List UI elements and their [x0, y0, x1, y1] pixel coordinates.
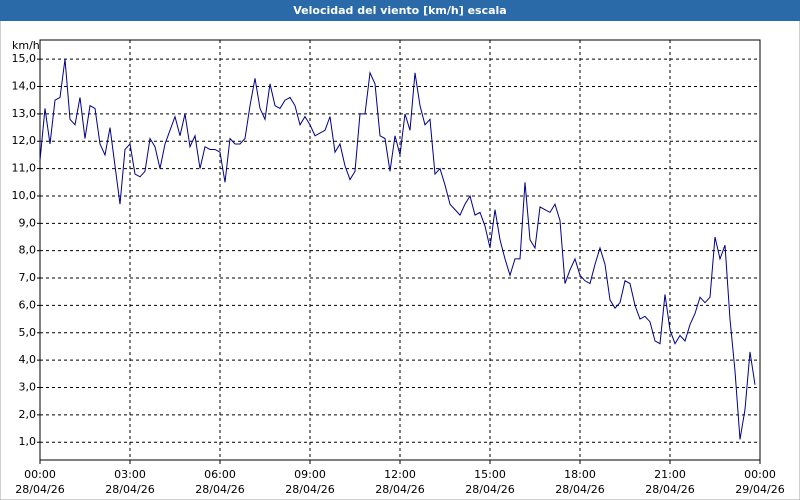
x-tick-date: 28/04/26 [195, 483, 244, 496]
x-tick-label: 00:00 [24, 468, 56, 481]
y-tick-label: 8,0 [19, 244, 37, 257]
x-tick-date: 28/04/26 [105, 483, 154, 496]
x-tick-date: 28/04/26 [375, 483, 424, 496]
x-tick-date: 28/04/26 [555, 483, 604, 496]
x-tick-date: 28/04/26 [15, 483, 64, 496]
y-tick-label: 1,0 [19, 435, 37, 448]
x-tick-label: 21:00 [654, 468, 686, 481]
y-tick-label: 13,0 [12, 107, 37, 120]
x-tick-label: 09:00 [294, 468, 326, 481]
x-tick-label: 03:00 [114, 468, 146, 481]
x-tick-label: 18:00 [564, 468, 596, 481]
x-tick-label: 06:00 [204, 468, 236, 481]
y-tick-label: 5,0 [19, 326, 37, 339]
x-tick-date: 28/04/26 [285, 483, 334, 496]
line-series [39, 59, 756, 440]
title-bar [0, 0, 800, 21]
y-tick-label: 11,0 [12, 162, 37, 175]
y-tick-label: 10,0 [12, 189, 37, 202]
x-tick-label: 00:00 [744, 468, 776, 481]
y-tick-label: 6,0 [19, 298, 37, 311]
x-tick-date: 28/04/26 [645, 483, 694, 496]
x-tick-label: 12:00 [384, 468, 416, 481]
y-tick-label: 14,0 [12, 80, 37, 93]
y-tick-label: 12,0 [12, 134, 37, 147]
y-tick-label: 2,0 [19, 408, 37, 421]
y-tick-label: 3,0 [19, 380, 37, 393]
y-tick-label: 15,0 [12, 52, 37, 65]
y-tick-label: 9,0 [19, 216, 37, 229]
chart-title: Velocidad del viento [km/h] escala [293, 4, 506, 17]
x-tick-label: 15:00 [474, 468, 506, 481]
y-tick-label: 4,0 [19, 353, 37, 366]
y-unit: km/h [12, 39, 40, 52]
y-tick-label: 7,0 [19, 271, 37, 284]
x-tick-date: 28/04/26 [465, 483, 514, 496]
x-tick-date: 29/04/26 [735, 483, 784, 496]
